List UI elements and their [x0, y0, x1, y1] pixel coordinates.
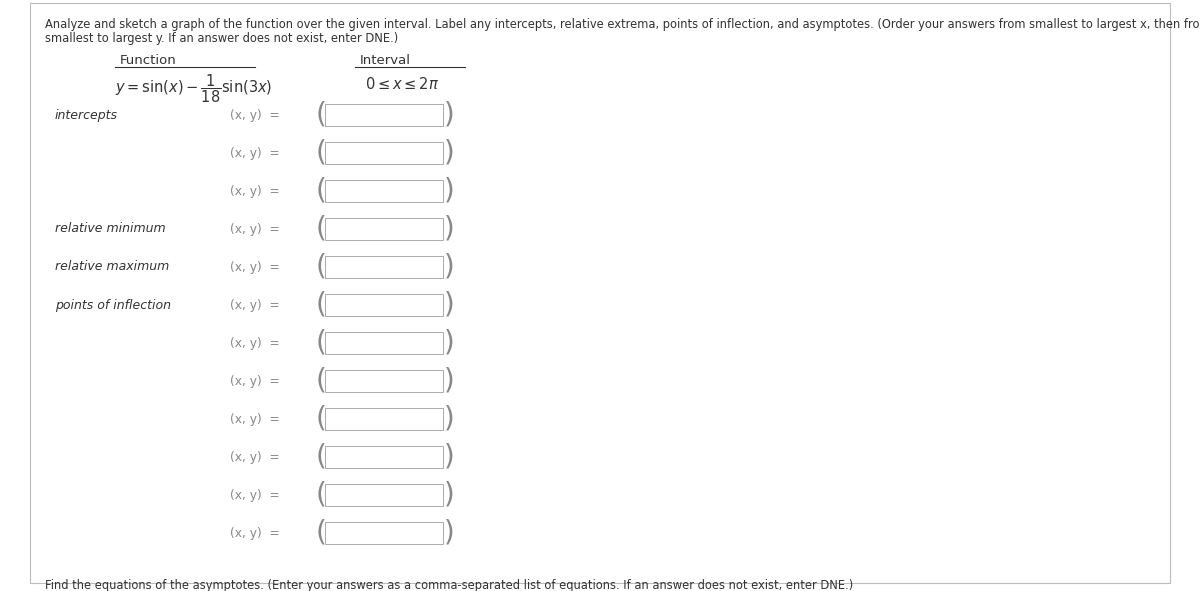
- Text: $0 \leq x \leq 2\pi$: $0 \leq x \leq 2\pi$: [365, 76, 439, 92]
- Text: (: (: [316, 291, 326, 319]
- Text: (: (: [316, 253, 326, 281]
- Text: (x, y)  =: (x, y) =: [230, 527, 280, 540]
- Text: Interval: Interval: [360, 54, 410, 67]
- Text: ): ): [444, 519, 455, 547]
- Bar: [325, 218, 443, 240]
- Bar: [325, 142, 443, 164]
- Text: (x, y)  =: (x, y) =: [230, 109, 280, 122]
- Text: ): ): [444, 367, 455, 395]
- Text: ): ): [444, 101, 455, 129]
- Bar: [325, 522, 443, 544]
- Text: (: (: [316, 443, 326, 471]
- Text: (x, y)  =: (x, y) =: [230, 147, 280, 160]
- Text: ): ): [444, 405, 455, 433]
- Text: $y = \sin(x) - \dfrac{1}{18}\sin(3x)$: $y = \sin(x) - \dfrac{1}{18}\sin(3x)$: [115, 72, 272, 105]
- Bar: [325, 180, 443, 202]
- Text: Analyze and sketch a graph of the function over the given interval. Label any in: Analyze and sketch a graph of the functi…: [46, 18, 1200, 31]
- Text: ): ): [444, 481, 455, 509]
- Text: Function: Function: [120, 54, 176, 67]
- Bar: [325, 370, 443, 392]
- Text: (: (: [316, 101, 326, 129]
- Text: ): ): [444, 253, 455, 281]
- Text: (: (: [316, 481, 326, 509]
- Text: (: (: [316, 177, 326, 205]
- Text: ): ): [444, 215, 455, 243]
- Text: (: (: [316, 405, 326, 433]
- Text: ): ): [444, 291, 455, 319]
- Bar: [325, 484, 443, 506]
- Text: (: (: [316, 519, 326, 547]
- Text: (: (: [316, 367, 326, 395]
- Text: ): ): [444, 329, 455, 357]
- Bar: [325, 256, 443, 278]
- Text: (x, y)  =: (x, y) =: [230, 489, 280, 502]
- Bar: [325, 332, 443, 354]
- Bar: [325, 104, 443, 126]
- Bar: [325, 408, 443, 430]
- Text: (: (: [316, 139, 326, 167]
- Text: (x, y)  =: (x, y) =: [230, 298, 280, 311]
- Text: smallest to largest y. If an answer does not exist, enter DNE.): smallest to largest y. If an answer does…: [46, 32, 398, 45]
- Text: (x, y)  =: (x, y) =: [230, 450, 280, 463]
- Text: ): ): [444, 139, 455, 167]
- Bar: [325, 294, 443, 316]
- Text: (x, y)  =: (x, y) =: [230, 184, 280, 197]
- Text: relative maximum: relative maximum: [55, 261, 169, 274]
- Text: (x, y)  =: (x, y) =: [230, 336, 280, 349]
- Text: (x, y)  =: (x, y) =: [230, 261, 280, 274]
- Text: (x, y)  =: (x, y) =: [230, 413, 280, 426]
- Text: intercepts: intercepts: [55, 109, 118, 122]
- Text: points of inflection: points of inflection: [55, 298, 172, 311]
- Bar: [325, 446, 443, 468]
- Text: (x, y)  =: (x, y) =: [230, 375, 280, 388]
- Text: Find the equations of the asymptotes. (Enter your answers as a comma-separated l: Find the equations of the asymptotes. (E…: [46, 579, 853, 591]
- Text: (x, y)  =: (x, y) =: [230, 222, 280, 235]
- Text: (: (: [316, 215, 326, 243]
- Text: ): ): [444, 443, 455, 471]
- Text: (: (: [316, 329, 326, 357]
- Text: ): ): [444, 177, 455, 205]
- Text: relative minimum: relative minimum: [55, 222, 166, 235]
